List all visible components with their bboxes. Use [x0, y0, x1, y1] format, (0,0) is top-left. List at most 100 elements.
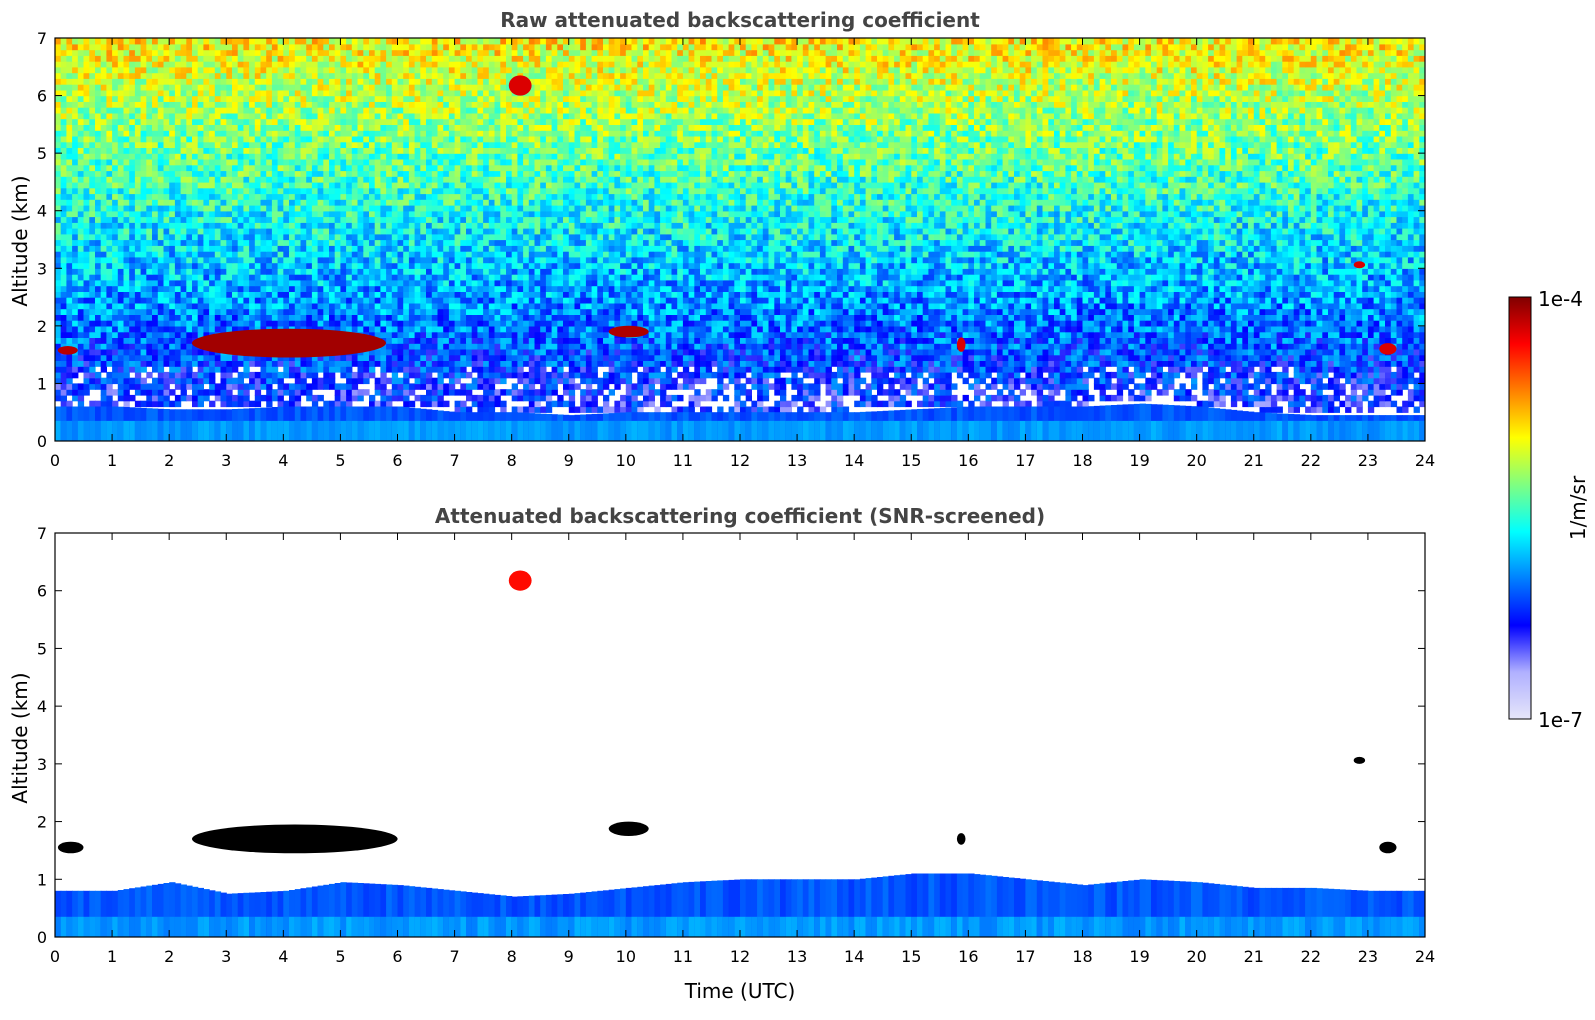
- noise-cell: [1345, 406, 1352, 413]
- noise-cell: [426, 291, 433, 298]
- noise-cell: [283, 285, 290, 292]
- noise-cell: [414, 371, 421, 379]
- noise-cell: [300, 297, 307, 304]
- noise-cell: [277, 314, 284, 321]
- noise-cell: [1025, 297, 1032, 304]
- noise-cell: [511, 320, 518, 327]
- noise-cell: [226, 366, 233, 373]
- noise-cell: [266, 302, 273, 310]
- noise-cell: [660, 285, 667, 292]
- noise-cell: [500, 302, 507, 310]
- noise-cell: [1048, 360, 1055, 367]
- noise-cell: [408, 325, 416, 333]
- noise-cell: [1373, 383, 1380, 390]
- noise-cell: [317, 366, 324, 373]
- noise-cell: [1265, 314, 1272, 321]
- noise-cell: [1179, 394, 1186, 402]
- noise-cell: [1054, 337, 1061, 344]
- noise-cell: [677, 383, 684, 390]
- noise-cell: [1373, 400, 1380, 408]
- noise-cell: [232, 308, 239, 315]
- noise-cell: [500, 354, 507, 361]
- noise-cell: [1219, 331, 1226, 338]
- noise-cell: [1328, 291, 1335, 298]
- noise-cell: [483, 371, 490, 379]
- noise-cell: [431, 302, 439, 310]
- noise-cell: [1173, 308, 1181, 315]
- noise-cell: [414, 314, 421, 321]
- noise-cell: [665, 331, 673, 338]
- noise-cell: [1036, 308, 1044, 315]
- noise-cell: [888, 366, 895, 373]
- noise-cell: [232, 291, 239, 298]
- noise-cell: [540, 360, 547, 367]
- noise-cell: [1196, 279, 1203, 287]
- noise-cell: [551, 377, 558, 385]
- noise-cell: [460, 371, 467, 379]
- noise-cell: [1328, 331, 1335, 338]
- noise-cell: [1345, 400, 1352, 408]
- noise-cell: [289, 314, 296, 321]
- noise-cell: [865, 285, 872, 292]
- noise-cell: [152, 297, 159, 304]
- noise-cell: [939, 308, 947, 315]
- noise-cell: [928, 348, 935, 356]
- noise-cell: [203, 291, 210, 298]
- noise-cell: [939, 285, 947, 292]
- noise-cell: [837, 302, 844, 310]
- noise-cell: [1145, 354, 1152, 361]
- noise-cell: [962, 360, 969, 367]
- noise-cell: [1116, 291, 1124, 298]
- noise-cell: [859, 377, 867, 385]
- noise-cell: [1082, 354, 1089, 361]
- noise-cell: [1031, 331, 1038, 338]
- noise-cell: [660, 297, 667, 304]
- noise-cell: [603, 377, 610, 385]
- noise-cell: [974, 389, 981, 396]
- noise-cell: [625, 308, 633, 315]
- noise-cell: [380, 279, 387, 287]
- noise-cell: [819, 343, 827, 350]
- noise-cell: [157, 337, 165, 344]
- noise-cell: [169, 302, 176, 310]
- noise-cell: [494, 377, 501, 385]
- noise-cell: [996, 325, 1004, 333]
- noise-cell: [751, 302, 758, 310]
- noise-cell: [1390, 360, 1398, 367]
- noise-cell: [209, 308, 216, 315]
- noise-cell: [403, 366, 410, 373]
- noise-cell: [1036, 320, 1044, 327]
- noise-cell: [780, 389, 787, 396]
- noise-cell: [1179, 314, 1186, 321]
- noise-cell: [351, 279, 359, 287]
- noise-cell: [922, 354, 929, 361]
- noise-cell: [700, 325, 707, 333]
- noise-cell: [1059, 297, 1066, 304]
- noise-cell: [1065, 389, 1072, 396]
- noise-cell: [979, 377, 986, 385]
- noise-cell: [311, 314, 319, 321]
- noise-cell: [859, 302, 867, 310]
- noise-cell: [894, 371, 901, 379]
- noise-cell: [842, 291, 850, 298]
- noise-cell: [1385, 291, 1392, 298]
- noise-cell: [1265, 383, 1272, 390]
- noise-cell: [917, 320, 924, 327]
- noise-cell: [1065, 360, 1072, 367]
- noise-cell: [842, 377, 850, 385]
- noise-cell: [1379, 360, 1386, 367]
- noise-cell: [83, 285, 90, 292]
- noise-cell: [517, 389, 524, 396]
- noise-cell: [1339, 383, 1346, 390]
- noise-cell: [1002, 297, 1009, 304]
- noise-cell: [1202, 279, 1209, 287]
- noise-cell: [1042, 383, 1049, 390]
- noise-cell: [1002, 348, 1009, 356]
- noise-cell: [1413, 383, 1420, 390]
- noise-cell: [192, 291, 199, 298]
- noise-cell: [603, 331, 610, 338]
- noise-cell: [1248, 337, 1255, 344]
- noise-cell: [1396, 383, 1403, 390]
- noise-cell: [802, 354, 810, 361]
- noise-cell: [785, 406, 792, 413]
